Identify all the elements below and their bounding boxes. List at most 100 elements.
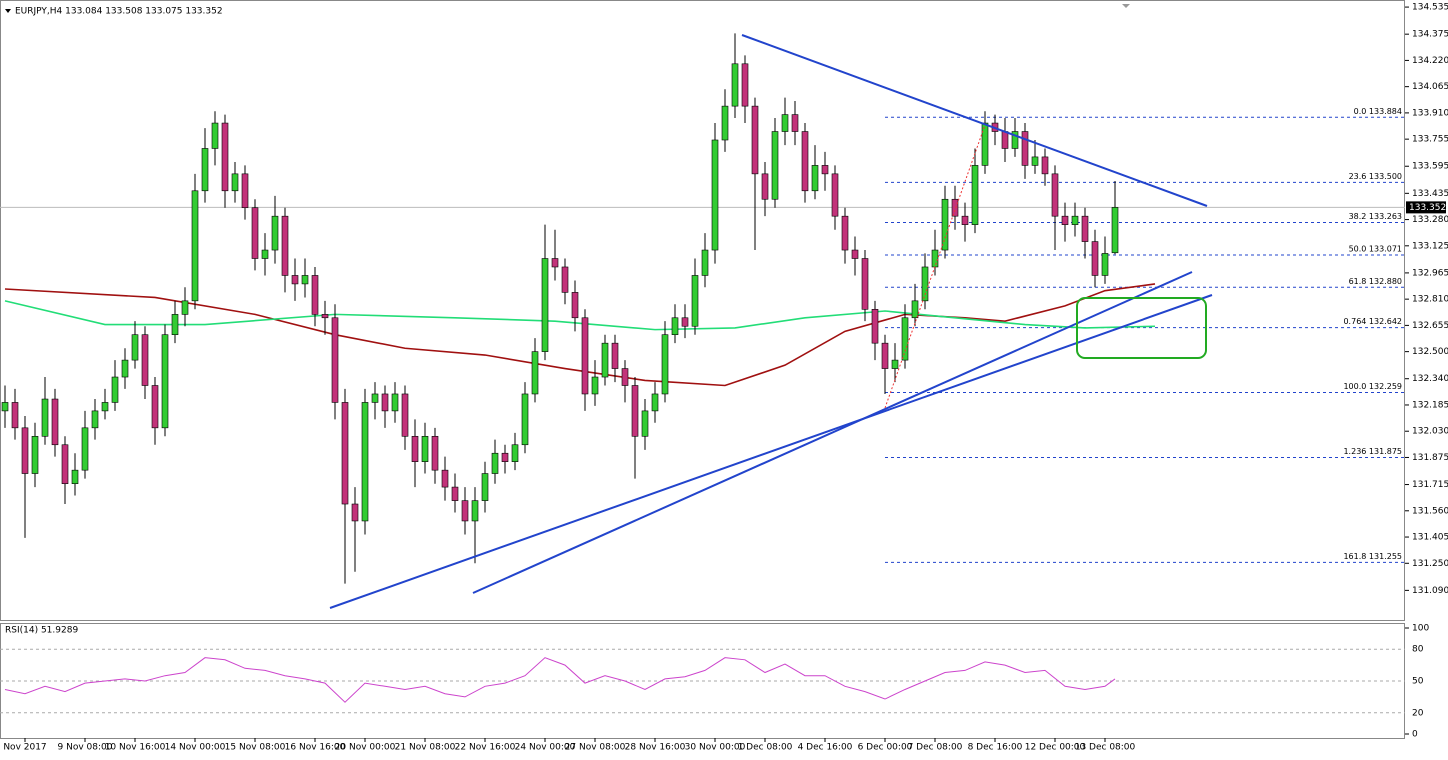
- candle-body: [771, 131, 779, 200]
- candle-body: [451, 486, 459, 501]
- y-tick-label: 131.715: [1412, 480, 1448, 490]
- current-price-label: 133.352: [1409, 203, 1446, 213]
- fib-label: 1.236 131.875: [1343, 447, 1402, 456]
- candle-body: [511, 444, 519, 462]
- candle-body: [201, 148, 209, 192]
- candle-body: [1021, 131, 1029, 166]
- fib-label: 100.0 132.259: [1343, 382, 1402, 391]
- candle-body: [221, 122, 229, 192]
- candle-body: [911, 300, 919, 319]
- y-tick-label: 132.185: [1412, 400, 1448, 410]
- candle-body: [141, 334, 149, 386]
- candle-body: [321, 314, 329, 319]
- candle-body: [111, 376, 119, 403]
- rsi-tick-label: 50: [1412, 677, 1424, 687]
- candle-body: [1061, 215, 1069, 225]
- x-tick-label: 16 Nov 16:00: [285, 743, 346, 753]
- candle-body: [361, 402, 369, 522]
- candle-body: [1001, 131, 1009, 149]
- candle-body: [971, 165, 979, 225]
- candle-body: [521, 393, 529, 446]
- candle-body: [421, 435, 429, 462]
- y-tick-label: 133.125: [1412, 241, 1448, 251]
- candle-body: [651, 393, 659, 412]
- candle-body: [861, 258, 869, 310]
- y-tick-label: 134.535: [1412, 3, 1448, 13]
- candle-body: [351, 503, 359, 522]
- x-tick-label: 30 Nov 00:00: [685, 743, 746, 753]
- plot-layer: 0.0 133.884 23.6 133.500 38.2 133.263 50.0 …: [0, 33, 1405, 714]
- candle-body: [501, 452, 509, 462]
- candle-body: [101, 402, 109, 412]
- candle-body: [471, 500, 479, 522]
- candle-body: [821, 165, 829, 175]
- candle-body: [901, 317, 909, 361]
- candle-body: [721, 105, 729, 141]
- candle-body: [761, 173, 769, 200]
- x-tick-label: 1 Dec 08:00: [738, 743, 793, 753]
- moving-average: [4, 283, 1156, 387]
- candle-body: [391, 393, 399, 412]
- candle-body: [621, 368, 629, 386]
- candle-body: [291, 275, 299, 285]
- candle-body: [751, 105, 759, 175]
- y-tick-label: 132.655: [1412, 321, 1448, 331]
- candle-body: [61, 444, 69, 485]
- fib-label: 38.2 133.263: [1349, 212, 1402, 221]
- x-tick-label: 22 Nov 16:00: [455, 743, 516, 753]
- x-tick-label: 20 Nov 00:00: [335, 743, 396, 753]
- candle-body: [241, 173, 249, 209]
- candle-body: [731, 63, 739, 107]
- y-tick-label: 133.280: [1412, 215, 1448, 225]
- candle-body: [1041, 156, 1049, 175]
- candle-body: [781, 114, 789, 132]
- candle-body: [41, 398, 49, 437]
- candle-body: [381, 393, 389, 412]
- price-panel: [0, 0, 1405, 621]
- candle-body: [131, 334, 139, 361]
- candle-body: [561, 266, 569, 293]
- candle-body: [1111, 207, 1119, 254]
- y-tick-label: 134.375: [1412, 30, 1448, 40]
- candle-body: [1, 402, 9, 412]
- candle-body: [51, 398, 59, 446]
- y-tick-label: 132.030: [1412, 427, 1448, 437]
- candle-body: [961, 215, 969, 225]
- candle-body: [31, 435, 39, 474]
- trendline: [741, 34, 1208, 207]
- candle-body: [851, 249, 859, 259]
- rsi-tick-label: 20: [1412, 708, 1424, 718]
- y-tick-label: 131.090: [1412, 586, 1448, 596]
- candle-body: [281, 215, 289, 276]
- candle-body: [211, 122, 219, 149]
- x-tick-label: 13 Dec 08:00: [1075, 743, 1136, 753]
- candle-body: [741, 63, 749, 107]
- candle-body: [631, 385, 639, 437]
- rsi-label: RSI(14) 51.9289: [5, 626, 78, 636]
- candle-body: [331, 317, 339, 403]
- candle-body: [1011, 131, 1019, 149]
- y-tick-label: 132.810: [1412, 295, 1448, 305]
- candle-body: [81, 427, 89, 471]
- candle-body: [881, 342, 889, 369]
- candle-body: [921, 266, 929, 302]
- candle-body: [91, 410, 99, 429]
- candle-body: [1051, 173, 1059, 217]
- candle-body: [951, 198, 959, 217]
- candle-body: [1071, 215, 1079, 225]
- candle-body: [271, 215, 279, 251]
- candle-body: [601, 342, 609, 378]
- candle-body: [191, 190, 199, 302]
- candle-body: [701, 249, 709, 276]
- candle-body: [801, 131, 809, 192]
- candle-body: [71, 469, 79, 485]
- candle-body: [121, 359, 129, 378]
- candle-body: [261, 249, 269, 259]
- x-tick-label: 27 Nov 08:00: [565, 743, 626, 753]
- fib-label: 161.8 131.255: [1343, 552, 1402, 561]
- candle-body: [11, 402, 19, 429]
- fib-label: 50.0 133.071: [1349, 244, 1402, 253]
- candle-body: [301, 275, 309, 285]
- candle-body: [711, 139, 719, 251]
- candle-body: [571, 292, 579, 319]
